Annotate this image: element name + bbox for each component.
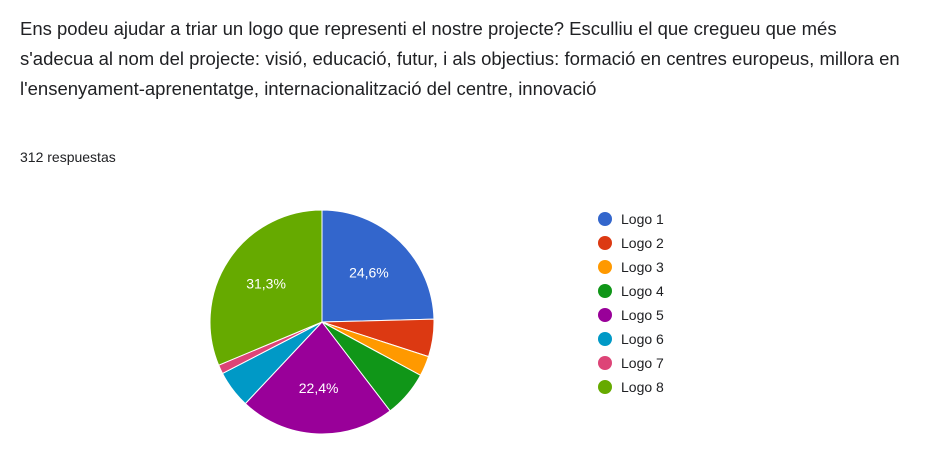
legend-label: Logo 5 [621, 307, 664, 323]
legend-swatch-icon [598, 356, 612, 370]
legend-item-logo-2[interactable]: Logo 2 [598, 231, 664, 255]
chart-legend: Logo 1 Logo 2 Logo 3 Logo 4 Logo 5 Logo 6 Logo… [598, 207, 664, 399]
pie-chart-svg: 24,6% 22,4% 31,3% [209, 209, 435, 435]
legend-item-logo-4[interactable]: Logo 4 [598, 279, 664, 303]
pie-data-label: 22,4% [299, 380, 339, 396]
legend-item-logo-1[interactable]: Logo 1 [598, 207, 664, 231]
pie-slice-logo-1[interactable] [321, 209, 435, 323]
legend-label: Logo 8 [621, 379, 664, 395]
legend-item-logo-6[interactable]: Logo 6 [598, 327, 664, 351]
pie-data-label: 31,3% [246, 275, 286, 291]
legend-swatch-icon [598, 260, 612, 274]
response-count: 312 respuestas [20, 149, 116, 165]
legend-swatch-icon [598, 332, 612, 346]
legend-label: Logo 2 [621, 235, 664, 251]
legend-label: Logo 7 [621, 355, 664, 371]
question-title: Ens podeu ajudar a triar un logo que rep… [20, 18, 900, 99]
legend-label: Logo 4 [621, 283, 664, 299]
legend-swatch-icon [598, 380, 612, 394]
legend-swatch-icon [598, 212, 612, 226]
legend-item-logo-7[interactable]: Logo 7 [598, 351, 664, 375]
pie-slice-logo-5[interactable] [244, 321, 391, 435]
legend-swatch-icon [598, 284, 612, 298]
legend-label: Logo 6 [621, 331, 664, 347]
pie-chart: 24,6% 22,4% 31,3% Logo 1 Logo 2 Logo 3 Logo 4… [0, 190, 945, 473]
legend-item-logo-8[interactable]: Logo 8 [598, 375, 664, 399]
legend-label: Logo 3 [621, 259, 664, 275]
legend-item-logo-3[interactable]: Logo 3 [598, 255, 664, 279]
legend-label: Logo 1 [621, 211, 664, 227]
pie-slice-logo-8[interactable] [209, 209, 323, 366]
legend-item-logo-5[interactable]: Logo 5 [598, 303, 664, 327]
legend-swatch-icon [598, 308, 612, 322]
legend-swatch-icon [598, 236, 612, 250]
pie-data-label: 24,6% [349, 265, 389, 281]
